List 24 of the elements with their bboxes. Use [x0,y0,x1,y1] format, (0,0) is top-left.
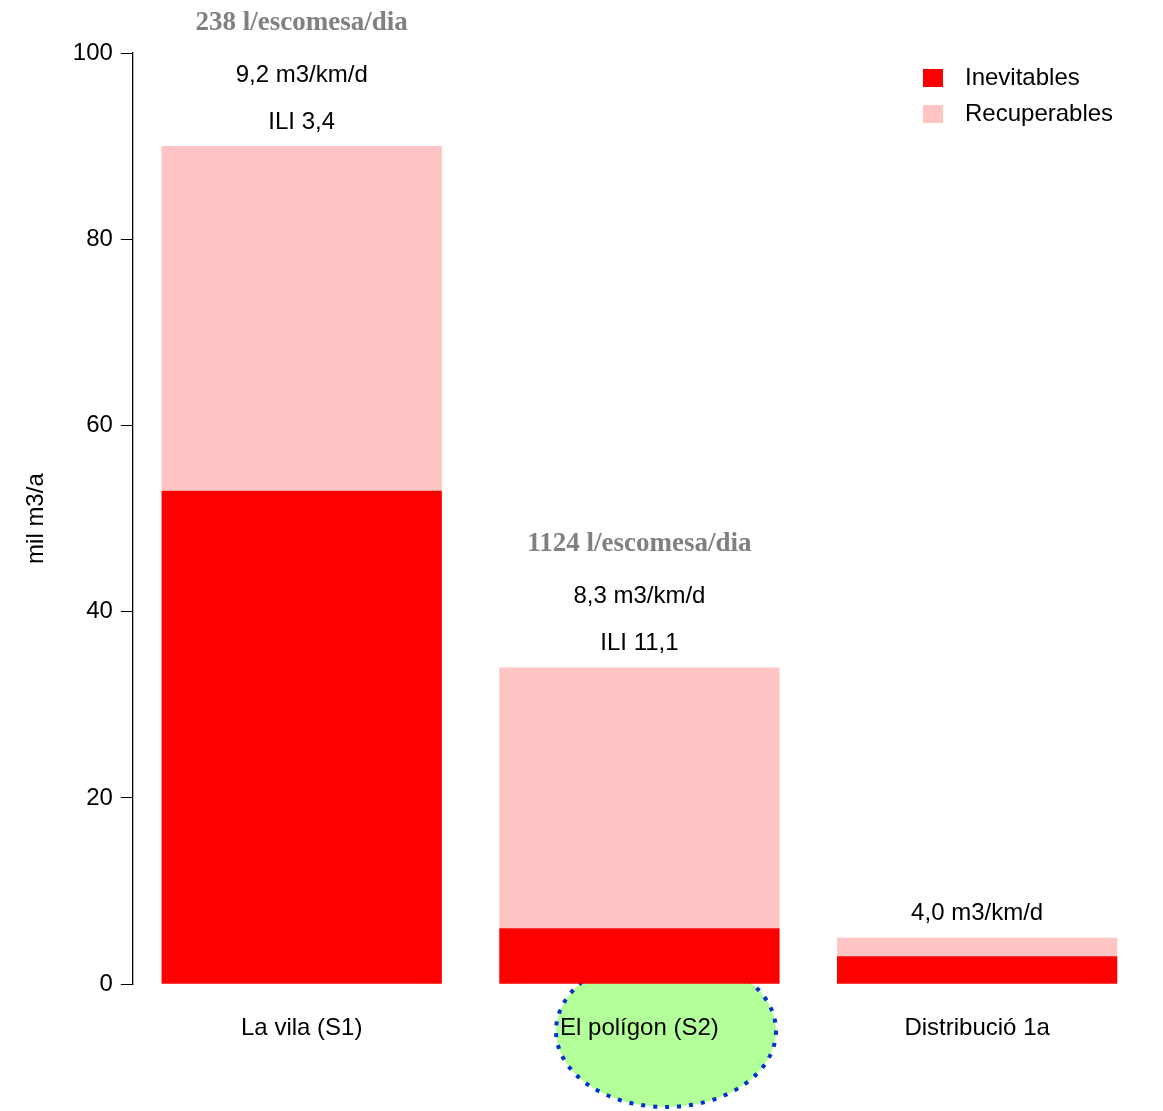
bar [499,667,780,929]
annotation: 9,2 m3/km/d [235,59,368,87]
annotation: 4,0 m3/km/d [911,898,1044,926]
y-tick-label: 0 [99,968,113,996]
bar [161,490,442,984]
annotation: 1124 l/escomesa/dia [527,527,753,558]
bar [836,937,1118,957]
y-tick-label: 40 [86,596,113,624]
x-tick-label: El polígon (S2) [560,1013,719,1041]
legend-label: Recuperables [965,98,1114,126]
x-tick-label: Distribució 1a [904,1013,1051,1041]
y-axis-title: mil m3/a [21,472,49,564]
annotation: ILI 3,4 [268,106,336,134]
annotation: ILI 11,1 [600,628,679,656]
x-tick-label: La vila (S1) [241,1013,363,1041]
y-tick-label: 20 [86,782,113,810]
legend-label: Inevitables [965,62,1080,90]
bar [836,956,1118,984]
y-tick-label: 80 [86,223,113,251]
y-tick-label: 60 [86,410,113,438]
y-tick-label: 100 [72,37,113,65]
annotation: 8,3 m3/km/d [573,581,706,609]
text: 238 l/escomesa/dia [195,5,409,36]
bar [161,146,442,491]
